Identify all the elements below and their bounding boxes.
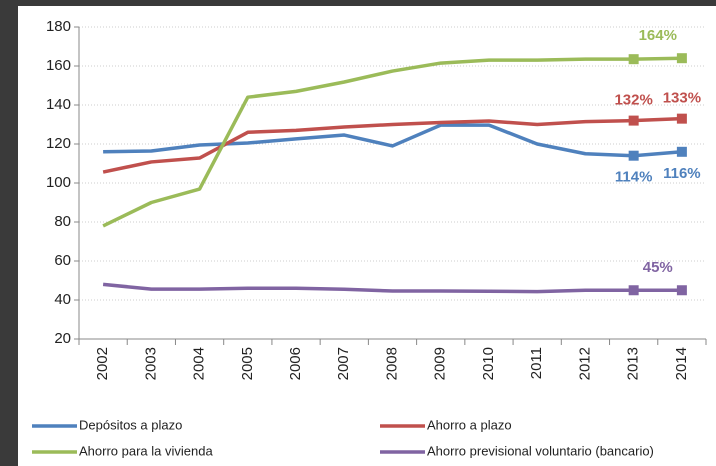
point-marker xyxy=(628,285,639,296)
y-tick-label: 60 xyxy=(54,252,71,269)
y-tick-label: 40 xyxy=(54,291,71,308)
data-label: 45% xyxy=(643,259,673,276)
point-marker xyxy=(628,115,639,126)
data-label: 116% xyxy=(663,165,701,182)
y-tick-label: 160 xyxy=(46,57,71,74)
point-marker xyxy=(676,113,687,124)
legend-label: Depósitos a plazo xyxy=(79,417,182,432)
x-tick-label: 2009 xyxy=(432,347,449,380)
x-tick-label: 2003 xyxy=(142,347,159,380)
y-tick-label: 80 xyxy=(54,213,71,230)
x-tick-label: 2002 xyxy=(94,347,111,380)
y-tick-label: 180 xyxy=(46,18,71,35)
x-tick-label: 2007 xyxy=(335,347,352,380)
series-line xyxy=(102,116,682,174)
data-label: 132% xyxy=(614,92,652,109)
x-tick-label: 2006 xyxy=(287,347,304,380)
data-label: 114% xyxy=(615,169,653,186)
x-tick-label: 2014 xyxy=(673,347,690,380)
data-label: 133% xyxy=(663,90,701,107)
data-label: 164% xyxy=(639,27,677,44)
legend-label: Ahorro a plazo xyxy=(427,417,512,432)
legend-label: Ahorro para la vivienda xyxy=(79,443,213,458)
chart-panel xyxy=(18,6,716,466)
point-marker xyxy=(628,150,639,161)
x-tick-label: 2010 xyxy=(480,347,497,380)
legend-label: Ahorro previsional voluntario (bancario) xyxy=(427,443,654,458)
x-tick-label: 2005 xyxy=(239,347,256,380)
x-tick-label: 2011 xyxy=(528,347,545,379)
x-tick-label: 2004 xyxy=(191,347,208,380)
point-marker xyxy=(676,285,687,296)
y-tick-label: 140 xyxy=(46,96,71,113)
y-tick-label: 20 xyxy=(54,330,71,347)
series-line xyxy=(103,123,683,158)
x-tick-label: 2008 xyxy=(383,347,400,380)
y-tick-label: 120 xyxy=(46,135,71,152)
x-tick-label: 2013 xyxy=(625,347,642,380)
y-tick-label: 100 xyxy=(46,174,71,191)
x-tick-label: 2012 xyxy=(576,347,593,380)
point-marker xyxy=(628,54,639,65)
point-marker xyxy=(676,146,687,157)
series-line xyxy=(102,56,682,228)
series-line xyxy=(102,282,682,294)
point-marker xyxy=(676,53,687,64)
